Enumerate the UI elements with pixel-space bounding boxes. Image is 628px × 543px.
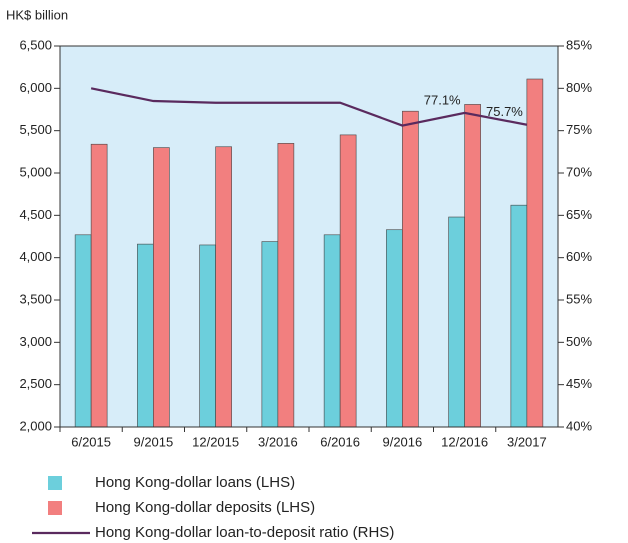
x-tick-label: 12/2015 [192,434,239,449]
x-tick-label: 3/2016 [258,434,298,449]
y2-tick-label: 45% [566,376,592,391]
bar [153,147,170,428]
y2-tick-label: 40% [566,418,592,433]
y2-tick-label: 85% [566,37,592,52]
y-axis-label: HK$ billion [6,7,68,22]
legend-label: Hong Kong-dollar loans (LHS) [95,474,295,491]
y2-tick-label: 65% [566,207,592,222]
bar [277,143,295,428]
legend-label: Hong Kong-dollar loan-to-deposit ratio (… [95,524,394,541]
y-tick-label: 5,000 [19,164,52,179]
data-label: 77.1% [424,92,461,107]
bar [137,243,154,428]
x-tick-label: 9/2015 [133,434,173,449]
y2-tick-label: 55% [566,291,592,306]
x-tick-label: 6/2016 [320,434,360,449]
bar [402,110,419,428]
x-tick-label: 3/2017 [507,434,547,449]
legend-label: Hong Kong-dollar deposits (LHS) [95,499,315,516]
legend-swatch [48,476,62,490]
y2-tick-label: 75% [566,122,592,137]
bar [90,143,108,428]
bar [199,244,216,428]
bar [261,241,279,428]
bar [526,78,544,428]
legend-swatch [48,501,62,515]
y-tick-label: 3,000 [19,334,52,349]
x-tick-label: 9/2016 [382,434,422,449]
x-tick-label: 12/2016 [441,434,488,449]
plot-border [59,45,559,428]
bar [74,234,92,428]
x-tick-label: 6/2015 [71,434,111,449]
y-tick-label: 3,500 [19,291,52,306]
bar [464,104,481,428]
y2-tick-label: 70% [566,164,592,179]
y-tick-label: 4,000 [19,249,52,264]
y-tick-label: 6,000 [19,80,52,95]
y2-tick-label: 50% [566,334,592,349]
y-tick-label: 2,000 [19,418,52,433]
bar [339,134,357,428]
bar [510,204,528,428]
y-tick-label: 5,500 [19,122,52,137]
y2-tick-label: 80% [566,80,592,95]
data-label: 75.7% [486,104,523,119]
bar [386,229,403,428]
y2-tick-label: 60% [566,249,592,264]
bar [323,234,341,428]
ratio-line [90,87,528,127]
y-tick-label: 6,500 [19,37,52,52]
y-tick-label: 4,500 [19,207,52,222]
bar [448,216,465,428]
y-tick-label: 2,500 [19,376,52,391]
bar [215,146,232,428]
